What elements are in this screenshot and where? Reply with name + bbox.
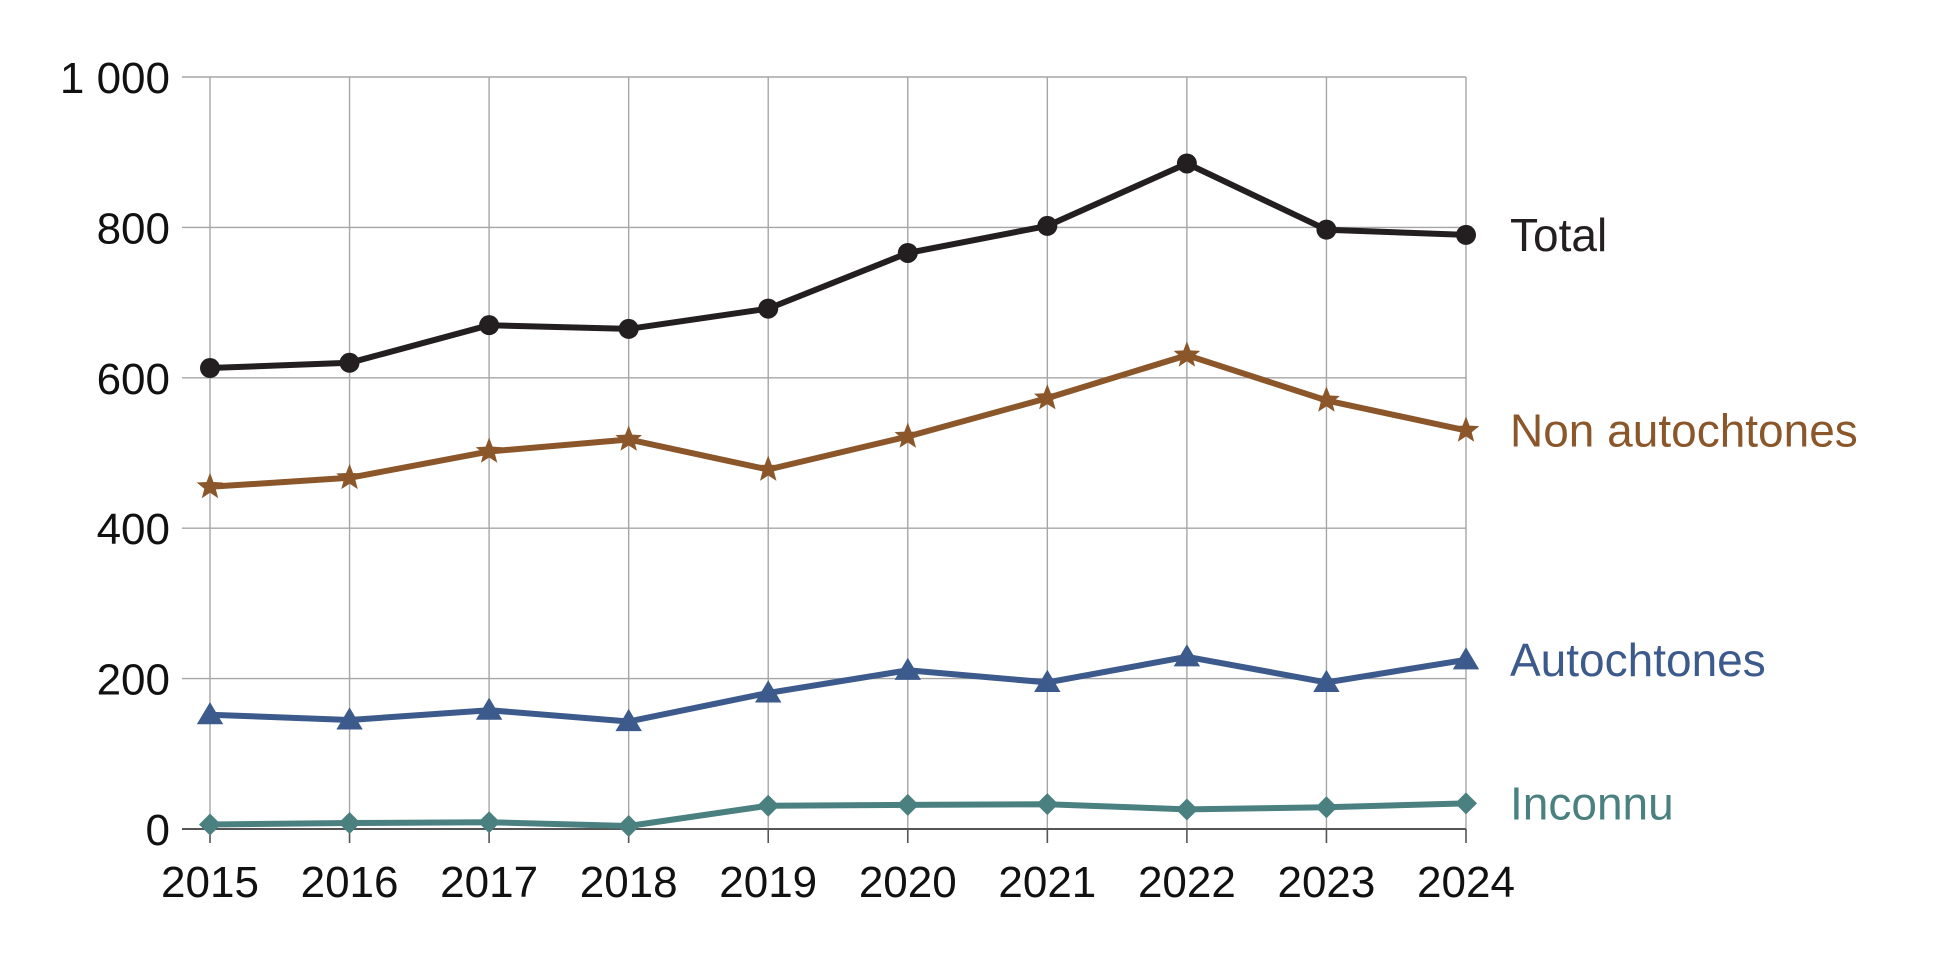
diamond-marker [199, 813, 221, 836]
diamond-marker [338, 811, 361, 834]
series-label: Autochtones [1510, 634, 1766, 686]
x-tick-label: 2021 [998, 858, 1096, 907]
y-tick-label: 0 [146, 806, 170, 855]
circle-marker [200, 358, 220, 379]
diamond-marker [1315, 796, 1338, 819]
star-marker [894, 422, 922, 448]
circle-marker [618, 318, 639, 339]
star-marker [1173, 341, 1201, 367]
diamond-marker [1175, 798, 1198, 821]
series-inconnu [199, 792, 1477, 837]
diamond-marker [757, 794, 780, 817]
circle-marker [758, 298, 779, 319]
triangle-marker [1313, 669, 1340, 692]
triangle-marker [1173, 644, 1201, 667]
star-marker [1452, 416, 1480, 442]
series-label: Non autochtones [1510, 404, 1858, 456]
diamond-marker [1036, 793, 1059, 816]
x-tick-label: 2016 [301, 858, 399, 907]
circle-marker [1037, 215, 1058, 236]
diamond-marker [1455, 792, 1477, 815]
series-label: Total [1510, 209, 1607, 261]
triangle-marker [615, 708, 642, 732]
triangle-marker [196, 702, 224, 725]
circle-marker [1176, 153, 1197, 174]
diamond-marker [478, 811, 501, 834]
star-marker [754, 455, 782, 481]
diamond-marker [617, 814, 640, 837]
x-tick-label: 2020 [859, 858, 957, 907]
circle-marker [1316, 219, 1337, 240]
series-label: Inconnu [1510, 777, 1674, 829]
series-line [207, 352, 1469, 490]
series-lines [196, 153, 1480, 837]
series-non-autochtones [196, 341, 1480, 499]
series-line [207, 160, 1469, 371]
triangle-marker [336, 707, 363, 730]
y-tick-label: 400 [97, 505, 170, 554]
series-labels: Total Non autochtones Autochtones Inconnu [1510, 209, 1858, 830]
x-tick-label: 2024 [1417, 858, 1515, 907]
triangle-marker [894, 657, 921, 680]
circle-marker [479, 315, 500, 336]
diamond-marker [896, 793, 919, 816]
series-line [207, 653, 1469, 725]
triangle-marker [1034, 669, 1061, 692]
star-marker [1313, 386, 1340, 412]
triangle-marker [475, 697, 503, 720]
circle-marker [1456, 224, 1476, 245]
star-marker [615, 425, 642, 451]
triangle-marker [755, 680, 782, 703]
star-marker [196, 472, 224, 499]
triangle-marker [1452, 647, 1480, 670]
x-tick-label: 2022 [1138, 858, 1236, 907]
star-marker [1034, 384, 1061, 410]
x-tick-label: 2019 [719, 858, 817, 907]
star-marker [475, 437, 503, 463]
x-tick-label: 2023 [1277, 858, 1375, 907]
axes: 0 200 400 600 800 1 000 2015 2016 2017 2018 2019 20… [60, 54, 1515, 907]
y-tick-label: 800 [97, 204, 170, 253]
x-tick-label: 2015 [161, 858, 259, 907]
series-total [200, 153, 1476, 379]
circle-marker [897, 242, 918, 263]
series-line [207, 800, 1469, 829]
x-tick-label: 2017 [440, 858, 538, 907]
star-marker [336, 463, 363, 490]
y-tick-label: 600 [97, 355, 170, 404]
x-tick-label: 2018 [580, 858, 678, 907]
y-tick-label: 200 [97, 656, 170, 705]
circle-marker [339, 352, 360, 373]
y-tick-label: 1 000 [60, 54, 170, 103]
series-autochtones [196, 644, 1480, 732]
